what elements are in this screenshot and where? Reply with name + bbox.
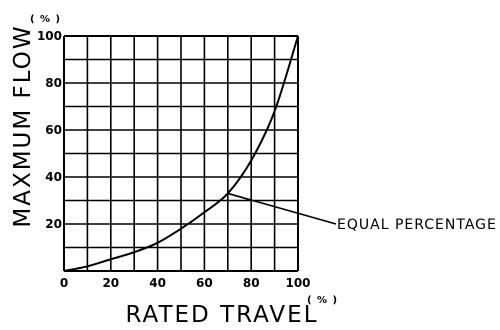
tick-labels: 0 20 40 60 80 100 20 40 60 80 100 xyxy=(37,29,311,290)
x-tick-label: 0 xyxy=(60,276,68,290)
x-axis-unit: ( % ) xyxy=(307,295,338,306)
x-tick-label: 40 xyxy=(149,276,166,290)
x-tick-label: 20 xyxy=(102,276,119,290)
x-axis-title: RATED TRAVEL xyxy=(125,302,318,328)
x-tick-label: 100 xyxy=(285,276,310,290)
grid xyxy=(64,36,298,271)
x-tick-label: 80 xyxy=(243,276,260,290)
annotation-leader-line xyxy=(227,192,337,225)
y-tick-label: 60 xyxy=(45,123,62,137)
equal-percentage-curve xyxy=(63,35,299,272)
y-tick-label: 40 xyxy=(45,170,62,184)
y-tick-label: 80 xyxy=(45,76,62,90)
x-tick-label: 60 xyxy=(196,276,213,290)
annotation-layer: EQUAL PERCENTAGE xyxy=(227,192,497,233)
annotation-label: EQUAL PERCENTAGE xyxy=(337,217,497,233)
plot-frame xyxy=(63,35,299,272)
series-layer xyxy=(63,35,299,272)
y-axis-unit: ( % ) xyxy=(30,14,61,25)
y-tick-label: 20 xyxy=(45,217,62,231)
y-axis-title: MAXMUM FLOW xyxy=(10,24,36,227)
y-tick-label: 100 xyxy=(37,29,62,43)
